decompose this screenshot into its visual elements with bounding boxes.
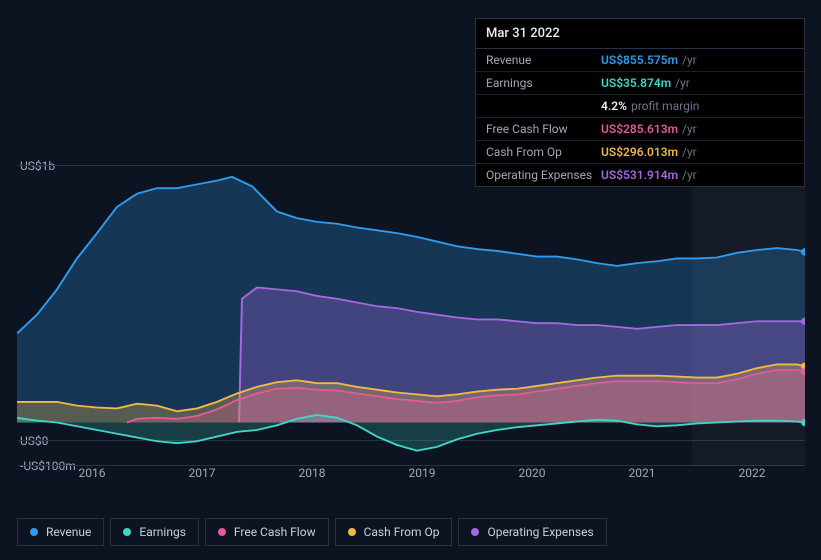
legend-dot-icon: [218, 528, 226, 536]
tooltip-value: US$855.575m: [601, 53, 678, 67]
legend-label: Earnings: [139, 525, 186, 539]
tooltip-label: Free Cash Flow: [486, 122, 601, 136]
x-axis-label: 2017: [189, 466, 216, 480]
legend-item[interactable]: Revenue: [17, 518, 104, 546]
chart-legend: Revenue Earnings Free Cash Flow Cash From O…: [17, 518, 607, 546]
legend-item[interactable]: Free Cash Flow: [205, 518, 329, 546]
tooltip-row: Operating ExpensesUS$531.914m/yr: [476, 164, 804, 186]
legend-dot-icon: [348, 528, 356, 536]
tooltip-row: EarningsUS$35.874m/yr: [476, 72, 804, 95]
legend-label: Operating Expenses: [487, 525, 593, 539]
tooltip-suffix: /yr: [682, 145, 697, 159]
tooltip-row: Cash From OpUS$296.013m/yr: [476, 141, 804, 164]
tooltip-label: Operating Expenses: [486, 168, 601, 182]
chart-plot-area: [17, 160, 805, 480]
tooltip-label: Revenue: [486, 53, 601, 67]
legend-item[interactable]: Earnings: [110, 518, 199, 546]
legend-dot-icon: [471, 528, 479, 536]
tooltip-value: 4.2%: [601, 99, 627, 113]
tooltip-date: Mar 31 2022: [476, 19, 804, 49]
tooltip-label: Cash From Op: [486, 145, 601, 159]
tooltip-label: Earnings: [486, 76, 601, 90]
tooltip-row: Free Cash FlowUS$285.613m/yr: [476, 118, 804, 141]
x-axis-label: 2022: [739, 466, 766, 480]
tooltip-value: US$296.013m: [601, 145, 678, 159]
legend-dot-icon: [30, 528, 38, 536]
legend-item[interactable]: Cash From Op: [335, 518, 453, 546]
legend-label: Revenue: [46, 525, 91, 539]
tooltip-row: 4.2% profit margin: [476, 95, 804, 118]
tooltip-value: US$35.874m: [601, 76, 671, 90]
x-axis-label: 2020: [519, 466, 546, 480]
chart-svg: [17, 160, 805, 460]
tooltip-value: US$285.613m: [601, 122, 678, 136]
legend-dot-icon: [123, 528, 131, 536]
tooltip-suffix: /yr: [675, 76, 690, 90]
x-axis-label: 2019: [409, 466, 436, 480]
tooltip-suffix: /yr: [682, 168, 697, 182]
chart-tooltip: Mar 31 2022 RevenueUS$855.575m/yrEarning…: [475, 18, 805, 187]
legend-label: Cash From Op: [364, 525, 440, 539]
tooltip-suffix: /yr: [682, 122, 697, 136]
x-axis-label: 2021: [629, 466, 656, 480]
x-axis-label: 2016: [79, 466, 106, 480]
tooltip-suffix: profit margin: [631, 99, 699, 113]
legend-label: Free Cash Flow: [234, 525, 316, 539]
tooltip-suffix: /yr: [682, 53, 697, 67]
legend-item[interactable]: Operating Expenses: [458, 518, 606, 546]
x-axis-label: 2018: [299, 466, 326, 480]
tooltip-row: RevenueUS$855.575m/yr: [476, 49, 804, 72]
tooltip-value: US$531.914m: [601, 168, 678, 182]
